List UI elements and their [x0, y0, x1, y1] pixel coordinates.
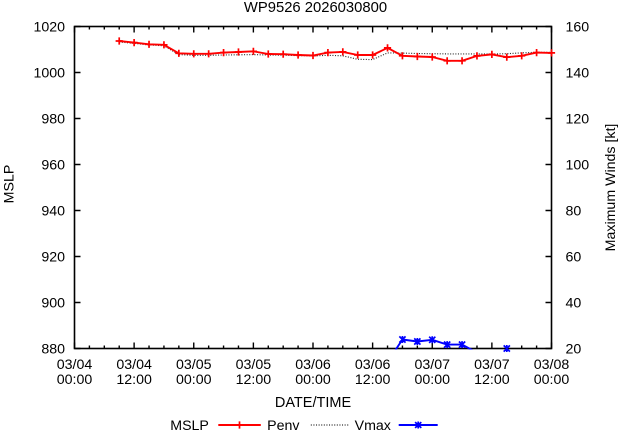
svg-text:03/06: 03/06	[295, 357, 331, 373]
svg-text:Vmax: Vmax	[355, 418, 391, 432]
svg-text:160: 160	[566, 20, 590, 36]
svg-text:DATE/TIME: DATE/TIME	[275, 395, 352, 411]
svg-text:120: 120	[566, 112, 590, 128]
svg-text:12:00: 12:00	[355, 372, 391, 388]
svg-text:00:00: 00:00	[414, 372, 450, 388]
svg-text:03/07: 03/07	[414, 357, 450, 373]
svg-text:00:00: 00:00	[295, 372, 331, 388]
svg-text:900: 900	[41, 296, 65, 312]
svg-text:12:00: 12:00	[236, 372, 272, 388]
svg-text:03/04: 03/04	[116, 357, 152, 373]
svg-text:03/08: 03/08	[534, 357, 570, 373]
svg-text:00:00: 00:00	[534, 372, 570, 388]
svg-text:960: 960	[41, 158, 65, 174]
svg-text:MSLP: MSLP	[170, 418, 209, 432]
svg-text:60: 60	[566, 250, 582, 266]
svg-text:MSLP: MSLP	[2, 165, 18, 204]
svg-text:WP9526 2026030800: WP9526 2026030800	[244, 0, 387, 16]
svg-text:920: 920	[41, 250, 65, 266]
svg-text:Maximum Winds [kt]: Maximum Winds [kt]	[603, 124, 619, 252]
svg-text:03/04: 03/04	[57, 357, 93, 373]
svg-text:100: 100	[566, 158, 590, 174]
svg-text:80: 80	[566, 204, 582, 220]
svg-text:00:00: 00:00	[176, 372, 212, 388]
svg-text:12:00: 12:00	[116, 372, 152, 388]
svg-text:1020: 1020	[33, 20, 65, 36]
svg-text:940: 940	[41, 204, 65, 220]
svg-text:140: 140	[566, 66, 590, 82]
svg-text:00:00: 00:00	[57, 372, 93, 388]
svg-text:20: 20	[566, 342, 582, 358]
svg-text:1000: 1000	[33, 66, 65, 82]
svg-text:880: 880	[41, 342, 65, 358]
svg-text:Penv: Penv	[267, 418, 300, 432]
svg-text:03/05: 03/05	[176, 357, 212, 373]
svg-text:40: 40	[566, 296, 582, 312]
svg-text:03/06: 03/06	[355, 357, 391, 373]
svg-text:12:00: 12:00	[474, 372, 510, 388]
svg-text:980: 980	[41, 112, 65, 128]
svg-text:03/07: 03/07	[474, 357, 510, 373]
svg-text:03/05: 03/05	[236, 357, 272, 373]
